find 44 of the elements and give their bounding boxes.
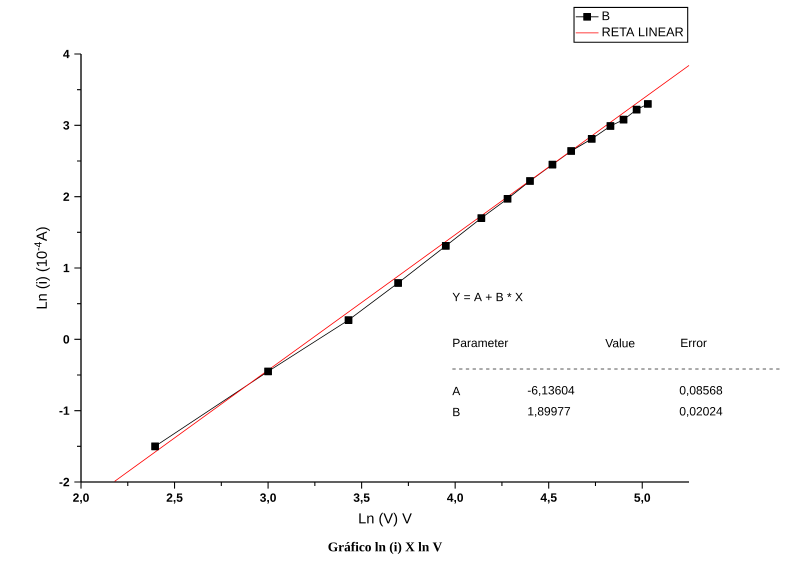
point [264,368,272,376]
y-tick-label: 1 [64,264,70,272]
annotation: A [452,386,460,396]
point [588,135,596,143]
point [620,116,628,124]
point [526,177,534,185]
annotation: B [453,408,460,416]
point [504,194,512,203]
x-tick-label: 4,0 [447,493,464,504]
annotation: Parameter [453,338,508,348]
point [567,147,576,155]
x-tick-label: 5,0 [634,493,650,504]
point [632,106,640,114]
annotation: Value [605,338,635,348]
point [344,316,352,324]
y-tick-label: 4 [63,50,70,58]
x-tick-label: 4,5 [540,493,557,504]
x-tick-label: 2,0 [73,493,89,504]
annotation: -6,13604 [528,386,574,396]
point [394,279,402,287]
point [548,160,556,168]
point [442,242,450,250]
annotation: Error [681,338,707,348]
text: Gráfico ln (i) X ln V [328,542,442,554]
y-axis-title: Ln (i) (10$^{-4}$A) [34,227,50,308]
annotation: Y = A + B * X [452,292,523,302]
y-tick-label: 2 [63,192,70,201]
y-tick-label: -1 [59,406,70,415]
point [606,122,614,130]
legend-label: RETA LINEAR [602,28,684,36]
y-tick-label: -2 [59,478,70,486]
x-tick-label: 2,5 [166,493,183,504]
x-tick-label: 3,5 [354,493,370,504]
point [644,100,652,108]
point [477,214,486,222]
x-tick-label: 3,0 [260,493,276,504]
annotation: 1,89977 [528,407,570,417]
legend-label: B [602,11,610,20]
annotation: 0,08568 [680,386,722,396]
x-axis-title: Ln (V) V [359,512,412,526]
y-tick-label: 0 [63,335,70,344]
point [151,442,159,450]
y-tick-label: 3 [63,121,70,130]
annotation: 0,02024 [680,407,722,417]
